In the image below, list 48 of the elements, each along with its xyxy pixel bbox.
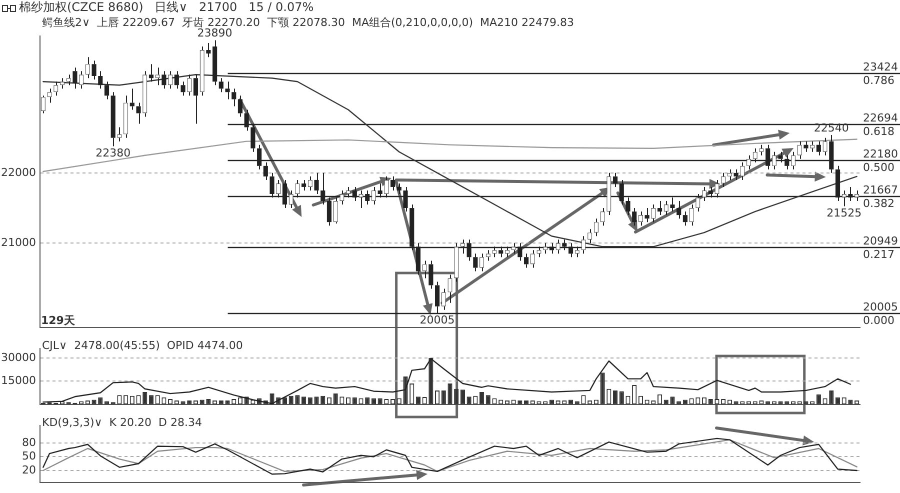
annotation: 129天 — [41, 314, 76, 327]
bar — [320, 396, 326, 404]
bar — [600, 372, 605, 404]
ref-line-label: 22694 0.618 — [863, 112, 898, 138]
bar — [333, 394, 338, 404]
y-tick-label: 20 — [22, 463, 36, 476]
bar — [460, 390, 465, 404]
y-tick-label: 30000 — [1, 350, 36, 364]
ref-line-label: 22180 0.500 — [863, 148, 898, 174]
annotation: 23890 — [197, 26, 232, 40]
y-tick-label: 50 — [22, 450, 36, 463]
bar — [619, 391, 624, 404]
annotation: 20005 — [420, 313, 455, 326]
bar — [148, 395, 154, 404]
ref-line-label: 20949 0.217 — [863, 234, 898, 261]
bar — [441, 390, 446, 404]
y-tick-label: 22000 — [1, 166, 36, 179]
ref-line-label: 20005 0.000 — [863, 300, 898, 327]
bar — [612, 390, 618, 404]
bar — [486, 395, 490, 404]
bar — [816, 394, 821, 404]
bar — [295, 395, 300, 404]
chart-title: CJL∨ 2478.00(45:55) OPID 4474.00 — [42, 339, 243, 352]
bar — [403, 376, 408, 404]
annotation: 22380 — [96, 146, 131, 160]
annotation: 22540 — [814, 121, 849, 134]
chart-subtitle: 鳄鱼线2∨ 上唇 22209.67 牙齿 22270.20 下颚 22078.30 MA组合(0,210,0,0,0,0) MA210 22479.83 — [42, 16, 574, 29]
bar — [302, 396, 306, 404]
bar — [142, 392, 148, 404]
annotation: 21525 — [826, 206, 862, 220]
bar — [416, 396, 421, 404]
bar — [479, 392, 484, 404]
bar — [670, 396, 675, 404]
chart-title: 棉纱加权(CZCE 8680) 日线∨ 21700 15 / 0.07% — [19, 0, 314, 14]
bar — [314, 396, 319, 404]
y-tick-label: 15000 — [1, 374, 36, 388]
bar — [454, 388, 459, 404]
bar — [466, 396, 472, 404]
chart-title: KD(9,3,3)∨ K 20.20 D 28.34 — [42, 416, 202, 429]
bar — [428, 358, 434, 404]
bar — [270, 394, 274, 404]
bar — [448, 383, 452, 404]
bar — [288, 396, 294, 404]
y-tick-label: 21000 — [1, 236, 36, 249]
y-tick-label: 80 — [22, 436, 36, 449]
ref-line-label: 23424 0.786 — [863, 60, 898, 87]
ref-line-label: 21667 0.382 — [863, 184, 898, 210]
bar — [829, 390, 834, 404]
